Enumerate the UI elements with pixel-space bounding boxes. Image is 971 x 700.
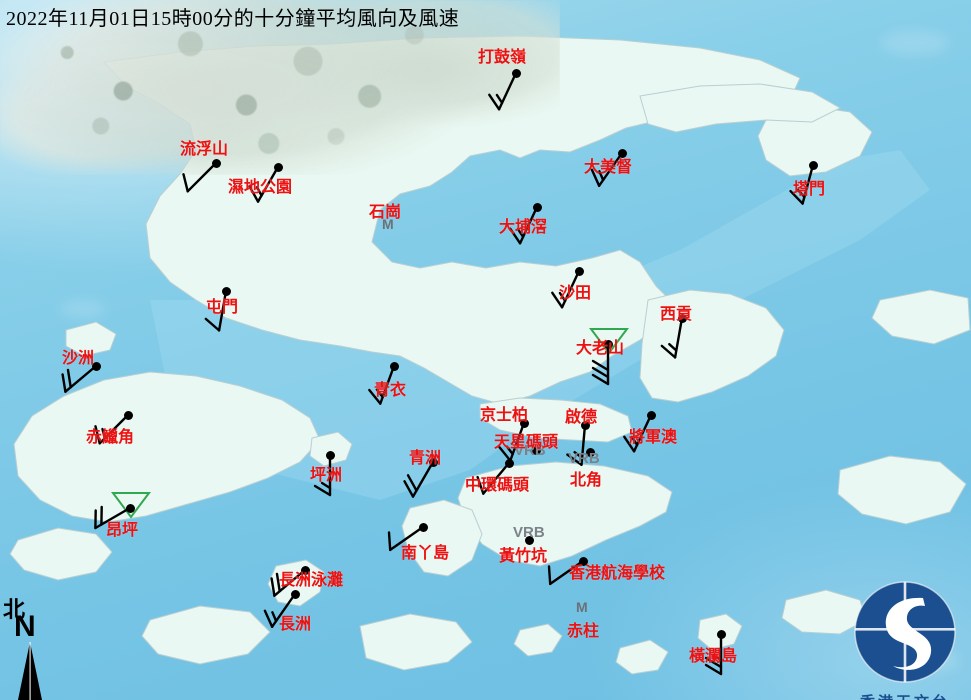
station-label: 打鼓嶺: [478, 49, 527, 66]
station-label: 啟德: [565, 409, 598, 426]
station-label: 沙田: [559, 285, 592, 302]
satellite-imagery-overlay: [0, 0, 560, 175]
variable-wind-marker: VRB: [568, 450, 600, 467]
station-label: 青衣: [374, 382, 407, 399]
station-dot: [389, 361, 399, 371]
variable-wind-marker: VRB: [514, 442, 546, 459]
station-dot: [504, 458, 514, 468]
station-label: 長洲: [279, 616, 312, 633]
station-label: 大美督: [584, 159, 633, 176]
station-label: 沙洲: [62, 350, 95, 367]
station-label: 京士柏: [480, 407, 529, 424]
compass-needle-icon: [18, 642, 42, 700]
station-dot: [91, 361, 101, 371]
station-dot: [519, 418, 529, 428]
station-dot: [531, 445, 541, 455]
missing-data-marker: M: [382, 216, 394, 232]
station-dot: [511, 68, 521, 78]
station-label: 將軍澳: [629, 429, 678, 446]
station-label: 大埔滘: [499, 219, 548, 236]
station-dot: [211, 158, 221, 168]
station-dot: [290, 589, 300, 599]
sea-texture: [880, 30, 950, 56]
variable-wind-marker: VRB: [513, 524, 545, 541]
station-label: 赤鱲角: [86, 429, 135, 446]
station-dot: [574, 266, 584, 276]
station-label: 昂坪: [106, 522, 139, 539]
station-dot: [578, 556, 588, 566]
station-dot: [125, 503, 135, 513]
station-label: 石崗: [369, 204, 402, 221]
station-label: 黃竹坑: [499, 548, 548, 565]
station-dot: [123, 410, 133, 420]
station-label: 中環碼頭: [465, 477, 530, 494]
station-dot: [716, 629, 726, 639]
station-dot: [646, 410, 656, 420]
station-dot: [273, 162, 283, 172]
station-label: 南丫島: [401, 545, 450, 562]
compass-north-zh: 北: [3, 597, 26, 622]
station-dot: [808, 160, 818, 170]
station-dot: [677, 313, 687, 323]
station-label: 塔門: [793, 181, 826, 198]
station-dot: [617, 148, 627, 158]
station-dot: [325, 450, 335, 460]
station-label: 流浮山: [180, 141, 229, 158]
station-label: 濕地公園: [228, 179, 293, 196]
station-label: 西貢: [660, 306, 693, 323]
station-dot: [580, 420, 590, 430]
station-label: 青洲: [409, 450, 442, 467]
station-dot: [532, 202, 542, 212]
station-dot: [524, 535, 534, 545]
station-label: 香港航海學校: [569, 565, 666, 582]
station-label: 北角: [570, 472, 603, 489]
station-dot: [418, 522, 428, 532]
station-label: 赤柱: [567, 623, 600, 640]
station-dot: [428, 457, 438, 467]
missing-data-marker: M: [576, 599, 588, 615]
station-dot: [603, 339, 613, 349]
station-label: 長洲泳灘: [279, 572, 344, 589]
station-label: 大老山: [576, 340, 625, 357]
logo-title-zh: 香港天文台: [845, 691, 965, 700]
sea-texture: [60, 300, 106, 318]
station-label: 坪洲: [310, 467, 343, 484]
station-dot: [221, 286, 231, 296]
station-label: 屯門: [206, 299, 239, 316]
hko-logo: 香港天文台 HONG KONG OBSERVATORY: [845, 580, 965, 700]
compass-north-en: N: [14, 610, 36, 643]
station-dot: [585, 447, 595, 457]
map-title: 2022年11月01日15時00分的十分鐘平均風向及風速: [6, 8, 460, 30]
station-label: 天星碼頭: [494, 434, 559, 451]
hko-emblem-icon: [854, 581, 956, 683]
station-dot: [300, 565, 310, 575]
station-label: 橫瀾島: [689, 648, 738, 665]
